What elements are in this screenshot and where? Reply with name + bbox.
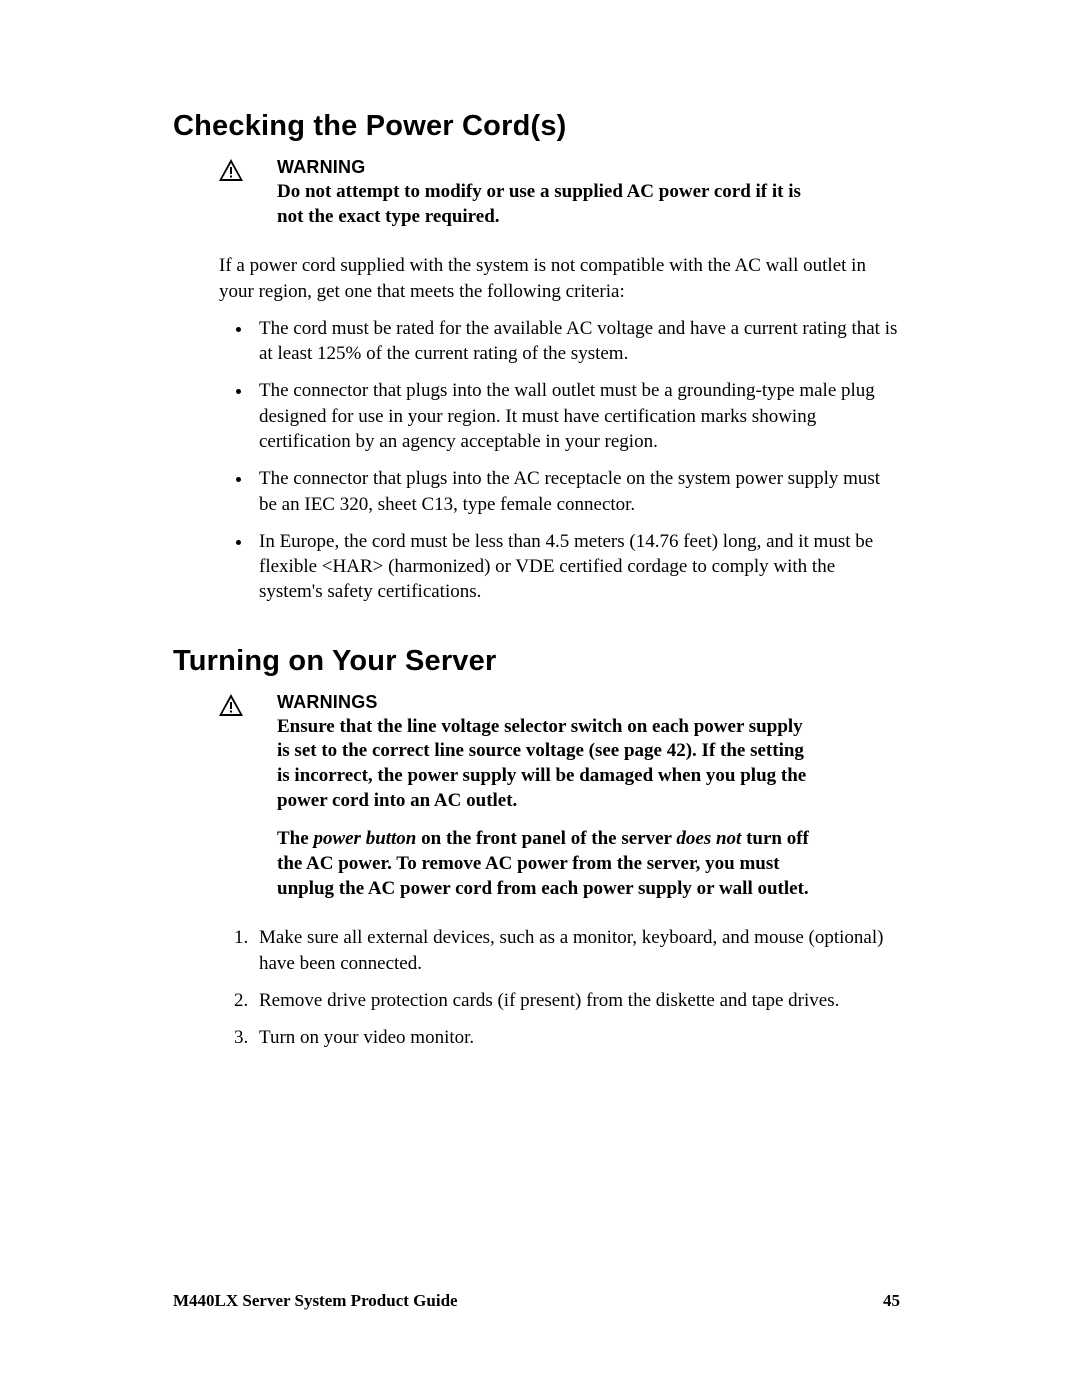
warning-text-voltage: Ensure that the line voltage selector sw… <box>277 715 817 814</box>
warning-text: Do not attempt to modify or use a suppli… <box>277 180 817 229</box>
intro-text-power-cords: If a power cord supplied with the system… <box>219 253 900 304</box>
warning-text-power-button: The power button on the front panel of t… <box>277 827 817 901</box>
page-number: 45 <box>883 1291 900 1311</box>
warning-label: WARNING <box>277 157 817 178</box>
warning-fragment-em: does not <box>676 828 741 849</box>
warning-content: WARNING Do not attempt to modify or use … <box>277 157 817 243</box>
numbered-list-turning-on: Make sure all external devices, such as … <box>173 925 900 1050</box>
warning-fragment: on the front panel of the server <box>416 828 676 849</box>
section-heading-power-cords: Checking the Power Cord(s) <box>173 110 900 143</box>
list-item: Make sure all external devices, such as … <box>253 925 900 976</box>
warning-content: WARNINGS Ensure that the line voltage se… <box>277 692 817 916</box>
warning-block-turning-on: WARNINGS Ensure that the line voltage se… <box>219 692 900 916</box>
warning-block-power-cords: WARNING Do not attempt to modify or use … <box>219 157 900 243</box>
list-item: The connector that plugs into the wall o… <box>253 378 900 454</box>
doc-title: M440LX Server System Product Guide <box>173 1291 458 1311</box>
warning-fragment-em: power button <box>313 828 416 849</box>
warning-icon <box>219 159 243 181</box>
list-item: The connector that plugs into the AC rec… <box>253 466 900 517</box>
list-item: Turn on your video monitor. <box>253 1025 900 1050</box>
list-item: The cord must be rated for the available… <box>253 316 900 367</box>
document-page: Checking the Power Cord(s) WARNING Do no… <box>0 0 1080 1397</box>
section-heading-turning-on: Turning on Your Server <box>173 645 900 678</box>
bullet-list-power-cords: The cord must be rated for the available… <box>173 316 900 605</box>
list-item: In Europe, the cord must be less than 4.… <box>253 529 900 605</box>
page-footer: M440LX Server System Product Guide 45 <box>173 1291 900 1311</box>
warning-icon <box>219 694 243 716</box>
warning-fragment: The <box>277 828 313 849</box>
warnings-label: WARNINGS <box>277 692 817 713</box>
list-item: Remove drive protection cards (if presen… <box>253 988 900 1013</box>
